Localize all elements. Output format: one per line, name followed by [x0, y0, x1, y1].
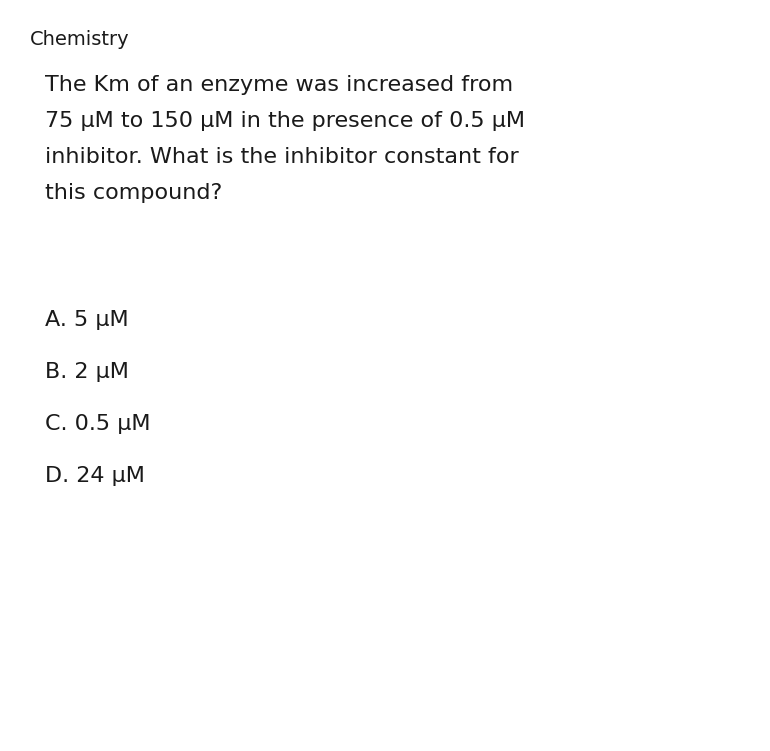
Text: D. 24 μM: D. 24 μM — [45, 466, 145, 486]
Text: C. 0.5 μM: C. 0.5 μM — [45, 414, 150, 434]
Text: inhibitor. What is the inhibitor constant for: inhibitor. What is the inhibitor constan… — [45, 147, 519, 167]
Text: The Km of an enzyme was increased from: The Km of an enzyme was increased from — [45, 75, 513, 95]
Text: B. 2 μM: B. 2 μM — [45, 362, 129, 382]
Text: this compound?: this compound? — [45, 183, 223, 203]
Text: 75 μM to 150 μM in the presence of 0.5 μM: 75 μM to 150 μM in the presence of 0.5 μ… — [45, 111, 525, 131]
Text: Chemistry: Chemistry — [30, 30, 129, 49]
Text: A. 5 μM: A. 5 μM — [45, 310, 129, 330]
